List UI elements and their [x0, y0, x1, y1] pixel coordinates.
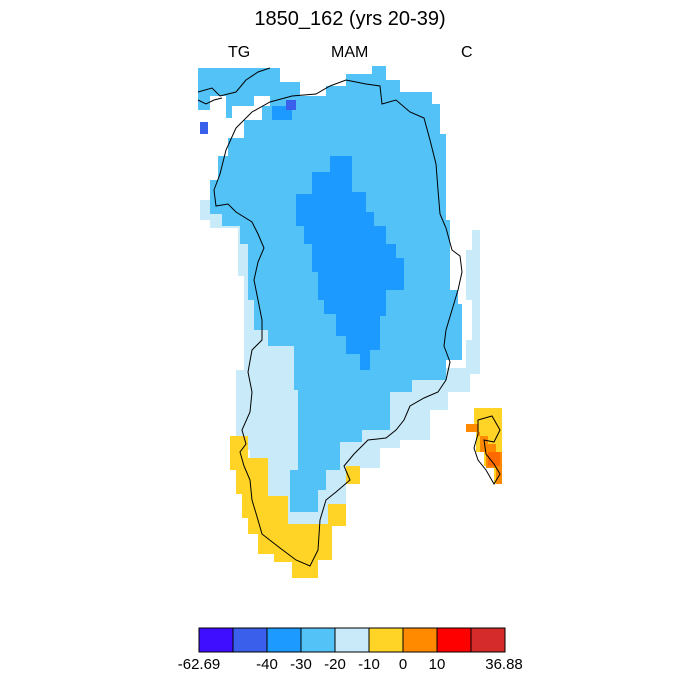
colorbar-swatch: [300, 627, 336, 653]
season-label: MAM: [331, 44, 369, 61]
region-minus30-patch: [286, 100, 296, 110]
colorbar-swatch: [334, 627, 370, 653]
units-label: C: [461, 44, 473, 61]
colorbar-tick-label: -40: [256, 656, 278, 673]
region-20-patch-east: [488, 452, 500, 466]
colorbar-tick-label: -20: [324, 656, 346, 673]
colorbar-swatch: [470, 627, 506, 653]
variable-label: TG: [228, 44, 251, 61]
colorbar-swatch: [232, 627, 268, 653]
coastline: [197, 67, 463, 567]
colorbar-tick-label: -62.69: [177, 656, 221, 673]
plot-title: 1850_162 (yrs 20-39): [254, 8, 446, 30]
colorbar-tick-label: 36.88: [485, 656, 523, 673]
colorbar-tick-label: 10: [428, 656, 446, 673]
region-minus30-to-minus20: [296, 156, 404, 370]
coastline-east-island: [473, 415, 501, 485]
colorbar-tick-label: -10: [358, 656, 380, 673]
colorbar-swatch: [402, 627, 438, 653]
colorbar-tick-label: -30: [290, 656, 312, 673]
colorbar-swatch: [266, 627, 302, 653]
region-0-to-10-south: [230, 436, 346, 578]
colorbar-swatch: [436, 627, 472, 653]
colorbar-swatch: [198, 627, 234, 653]
colorbar-swatch: [368, 627, 404, 653]
colorbar-tick-label: 0: [398, 656, 408, 673]
region-minus40-patch: [200, 122, 208, 134]
